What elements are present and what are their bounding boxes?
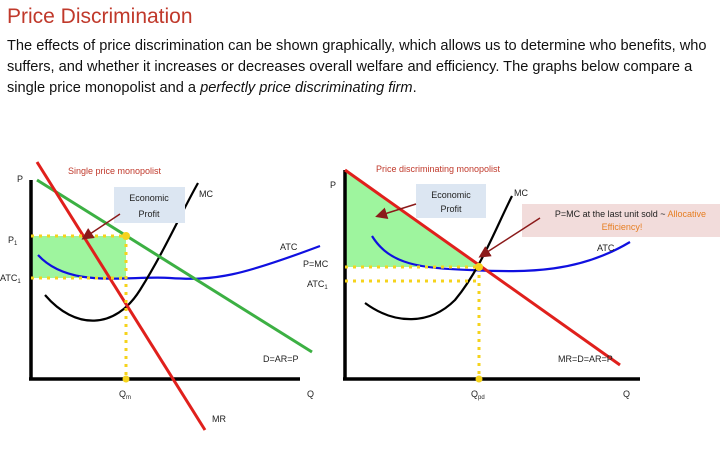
right-atc-curve — [371, 235, 631, 273]
left-callout-line1: Economic — [129, 193, 169, 203]
right-mc-label: MC — [514, 188, 528, 198]
right-pmc-label: P=MC — [303, 259, 329, 269]
right-profit-callout — [416, 184, 486, 218]
left-p1-label: P1 — [8, 235, 18, 247]
left-callout-line2: Profit — [138, 209, 160, 219]
page-title: Price Discrimination — [7, 5, 193, 28]
right-callout-line1: Economic — [431, 190, 471, 200]
right-qpd-point — [475, 375, 483, 383]
right-pmc-point — [475, 263, 483, 271]
right-note-line2: Efficiency! — [602, 222, 643, 232]
intro-text: The effects of price discrimination can … — [7, 38, 707, 96]
left-graph-title: Single price monopolist — [68, 166, 162, 176]
left-mr-curve — [35, 161, 207, 431]
left-qm-label: Qm — [119, 389, 131, 401]
left-qm-point — [122, 375, 130, 383]
right-demand-label: MR=D=AR=P — [558, 354, 613, 364]
left-atc-curve-label: ATC — [280, 242, 298, 252]
left-demand-label: D=AR=P — [263, 354, 299, 364]
right-graph-title: Price discriminating monopolist — [376, 164, 501, 174]
left-atc1-label: ATC1 — [0, 273, 21, 285]
intro-end: . — [412, 80, 417, 96]
left-callout-arrow — [81, 213, 121, 240]
right-mc-curve — [364, 195, 513, 321]
left-graph: Economic Profit Single price monopolist … — [0, 161, 321, 431]
right-y-axis-label: P — [330, 180, 336, 190]
right-callout-arrow — [375, 203, 417, 220]
left-mc-label: MC — [199, 189, 213, 199]
left-p1-point — [122, 232, 130, 240]
left-y-axis-label: P — [17, 174, 23, 184]
right-qpd-label: Qpd — [471, 389, 485, 401]
right-note-line1: P=MC at the last unit sold ~ Allocative — [555, 209, 706, 219]
right-note-arrow — [478, 217, 541, 258]
right-graph: Economic Profit P=MC at the last unit so… — [303, 164, 720, 401]
right-atc1-label: ATC1 — [307, 279, 328, 291]
right-callout-line2: Profit — [440, 204, 462, 214]
left-x-axis-label: Q — [307, 389, 314, 399]
right-atc-curve-label: ATC — [597, 243, 615, 253]
intro-paragraph: The effects of price discrimination can … — [7, 36, 715, 99]
right-efficiency-note — [522, 204, 720, 237]
right-x-axis-label: Q — [623, 389, 630, 399]
left-profit-area — [31, 236, 126, 278]
left-demand-curve — [36, 178, 313, 354]
left-atc-curve — [37, 244, 321, 280]
intro-emphasis: perfectly price discriminating firm — [200, 80, 413, 96]
left-mr-label: MR — [212, 414, 226, 424]
left-profit-callout — [114, 187, 185, 223]
